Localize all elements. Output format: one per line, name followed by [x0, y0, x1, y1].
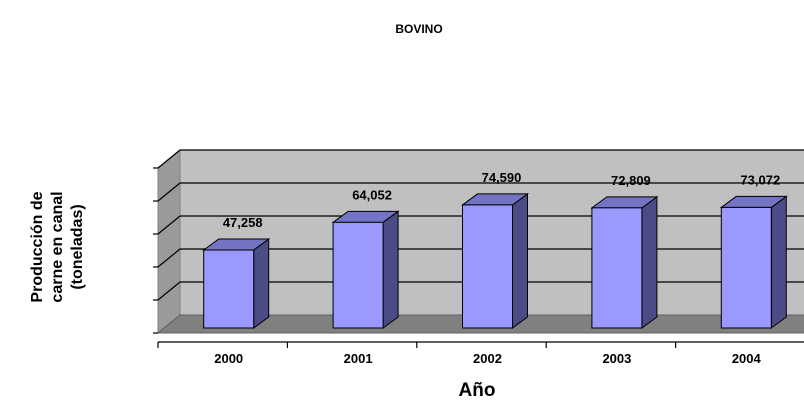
x-tick-labels: 2000 2001 2002 2003 2004: [214, 351, 761, 366]
chart-title: BOVINO: [395, 22, 442, 36]
bar-front-face: [462, 204, 513, 329]
bar-2003: [590, 195, 659, 329]
bar-front-face: [720, 206, 772, 329]
bar-2004: [719, 195, 788, 329]
bars: [202, 192, 788, 329]
bar-front-face: [332, 221, 384, 329]
y-axis-label-line-3: (toneladas): [69, 204, 86, 289]
bar-2000: [202, 238, 271, 329]
x-tick-label-2000: 2000: [214, 351, 243, 366]
data-labels: 47,258 64,052 74,590 72,809 73,072: [223, 170, 780, 230]
bar-front-face: [203, 249, 255, 329]
gridline-side: [157, 182, 181, 202]
gridline-side: [157, 215, 181, 235]
bar-side-face: [770, 195, 787, 329]
bar-2002: [460, 192, 530, 329]
bar-front-face: [591, 207, 643, 329]
bar-side-face: [512, 192, 528, 329]
x-tick-label-2003: 2003: [602, 351, 631, 366]
x-tick-label-2001: 2001: [344, 351, 373, 366]
x-tick-label-2002: 2002: [473, 351, 502, 366]
axes: [153, 167, 804, 348]
data-label-2001: 64,052: [352, 187, 392, 202]
side-wall: [157, 148, 181, 335]
bar-side-face: [253, 238, 270, 329]
x-axis-label: Año: [459, 380, 496, 401]
y-axis-label: Producción de carne en canal (toneladas): [29, 191, 86, 302]
data-label-2004: 73,072: [740, 172, 780, 187]
gridline-side: [157, 149, 181, 169]
bar-side-face: [382, 210, 399, 329]
data-label-2003: 72,809: [611, 173, 651, 188]
y-axis-label-line-2: carne en canal: [49, 191, 66, 302]
bar-2001: [331, 210, 400, 329]
data-label-2000: 47,258: [223, 215, 263, 230]
y-axis-label-line-1: Producción de: [29, 191, 46, 302]
data-label-2002: 74,590: [482, 170, 522, 185]
gridline-side: [157, 281, 181, 301]
bar-side-face: [641, 195, 658, 329]
x-tick-label-2004: 2004: [732, 351, 762, 366]
gridline-side: [157, 248, 181, 268]
